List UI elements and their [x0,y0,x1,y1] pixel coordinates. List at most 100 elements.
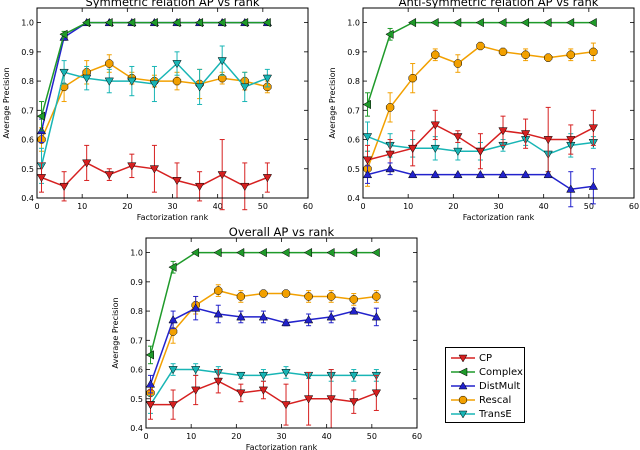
chart-3-series-rescal-point [304,292,313,301]
chart-3-series-cp [145,369,382,429]
chart-1-xtick-label: 30 [167,202,177,211]
chart-3-series-rescal-point [214,286,223,295]
chart-1-series-complex [36,17,271,132]
chart-3-series-complex-point [281,247,290,258]
chart-1-xtick-label: 0 [34,202,39,211]
chart-3-series-distmult-point [281,318,291,327]
chart-2-series-distmult-point [385,164,395,173]
chart-3-series-distmult-point [371,312,382,321]
chart-2-xlabel: Factorization rank [463,213,535,222]
chart-1-series-cp-point [194,182,205,192]
chart-3-series-rescal [146,284,381,403]
chart-3-ytick-label: 0.9 [130,278,143,287]
chart-1-series-cp-point [240,182,250,192]
chart-3-series-complex-point [145,350,154,360]
chart-2-series-rescal-point [476,41,485,51]
chart-3-series-complex-point [168,262,177,272]
chart-3-series-transe-point [191,366,201,375]
legend-label-rescal: Rescal [479,394,512,406]
chart-1-series-complex-point [149,17,158,28]
chart-2-series-complex-point [498,17,507,28]
chart-3-series-transe-point [168,366,178,375]
chart-1-ytick-label: 0.5 [21,165,34,174]
chart-2-series-distmult [362,162,599,208]
legend-marker-rescal [451,395,475,405]
chart-2-series-cp-point [385,150,395,159]
chart-2-series-rescal-point [408,74,417,83]
chart-1-title: Symmetric relation AP vs rank [85,0,259,9]
chart-2-series-cp-point [453,133,463,142]
chart-2-series-rescal-point [431,50,440,59]
chart-2-series-distmult-point [408,169,418,179]
chart-3-series-distmult-point [258,312,269,321]
chart-1-series-complex-point [217,17,226,28]
chart-2-frame [362,7,635,199]
legend-item-complex: Complex [450,365,523,379]
chart-1-series-complex-point [172,17,181,28]
chart-3-series-cp-point [213,377,223,386]
legend-label-complex: Complex [479,366,523,378]
chart-1-ytick-label: 0.6 [21,136,34,145]
chart-3-xtick-label: 30 [276,432,286,441]
chart-2-series-rescal-point [566,50,575,59]
chart-1-xlabel: Factorization rank [137,213,209,222]
legend-label-distmult: DistMult [479,380,521,392]
chart-3-xtick-label: 10 [186,432,196,441]
chart-3-series-distmult-point [326,312,336,321]
chart-2-series-cp-point [408,144,418,154]
chart-1-series-transe-point [217,57,227,66]
chart-2-xtick-label: 0 [360,202,365,211]
chart-1-series-rescal-point [105,59,114,68]
chart-1-series-transe-point [149,80,160,89]
chart-2-series-distmult-point [475,169,486,179]
chart-2-series-rescal-point [521,50,530,59]
chart-3-series-distmult-point [191,303,201,312]
chart-3-ytick-label: 0.5 [130,395,143,404]
chart-3-series-cp-point [236,389,246,398]
chart-3-series-rescal-point [259,289,268,298]
chart-2-ytick-label: 0.7 [347,106,360,115]
chart-1-series-cp-point [82,159,92,168]
chart-1-plot-area [37,8,308,198]
legend-item-rescal: Rescal [450,393,511,407]
chart-1-series-complex-point [36,111,45,121]
chart-1-ytick-label: 0.4 [21,194,34,203]
chart-1-ytick-label: 1.0 [21,19,34,28]
chart-3-ytick-label: 0.6 [130,366,143,375]
chart-2-series-distmult-point [430,169,440,179]
chart-3-series-rescal-point [372,292,381,301]
chart-1-series-cp-point [149,165,160,174]
chart-3-series-cp-point [281,401,291,410]
chart-1-ytick-label: 0.9 [21,48,34,57]
chart-3-series-cp-point [303,395,314,404]
legend-marker-complex [451,367,475,377]
chart-2-ytick-label: 0.9 [347,48,360,57]
chart-2-series-distmult-point [543,169,553,179]
chart-1-series-cp-point [217,171,227,180]
legend-label-cp: CP [479,352,493,364]
chart-2-series-distmult-point [362,169,373,179]
chart-2-xtick-label: 10 [403,202,413,211]
chart-1-series-transe-point [82,74,92,83]
chart-3-series-distmult-point [236,312,246,321]
chart-2-series-rescal-point [498,47,508,56]
chart-2-series-complex-point [385,29,394,39]
chart-3-xlabel: Factorization rank [246,443,318,450]
chart-1-series-cp-point [262,174,273,183]
chart-2-series-cp-point [543,136,553,145]
chart-1-series-rescal-point [172,76,182,86]
chart-3-series-cp-point [258,386,269,395]
chart-3-series-cp-point [168,401,178,410]
chart-2-series-rescal-point [544,53,553,62]
chart-3-series-cp-point [371,389,382,398]
chart-2-series-cp [362,106,599,176]
chart-1-series-transe-point [194,83,205,92]
chart-1-xtick-label: 40 [213,202,223,211]
chart-3-series-cp-point [349,398,359,407]
chart-3-series-cp-point [145,401,156,410]
chart-3-series-distmult-point [213,309,223,318]
chart-1-series-cp-point [36,174,47,183]
chart-2-series-distmult-point [588,181,599,190]
chart-2-plot-area [363,8,634,198]
